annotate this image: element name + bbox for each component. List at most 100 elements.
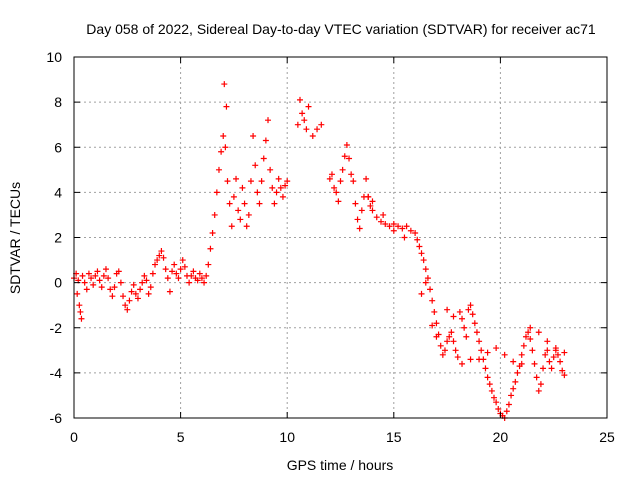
data-point [230,193,237,200]
data-point [124,306,131,313]
data-point [484,349,491,356]
data-point [107,286,114,293]
data-point [318,121,325,128]
data-point [514,369,521,376]
data-point [331,184,338,191]
y-tick-label: 2 [54,230,62,246]
data-point [535,329,542,336]
data-point [175,275,182,282]
x-tick-labels: 0 5 10 15 20 25 [70,429,615,445]
data-point [186,279,193,286]
data-point [201,279,208,286]
data-point [211,211,218,218]
data-point [452,347,459,354]
data-point [77,308,84,315]
data-point [380,211,387,218]
data-point [552,345,559,352]
data-point [277,184,284,191]
y-tick-label: 10 [46,49,62,65]
data-point [109,293,116,300]
y-tick-label: -2 [50,320,63,336]
data-point [115,268,122,275]
data-point [188,272,195,279]
data-point [147,284,154,291]
data-point [493,399,500,406]
data-point [557,358,564,365]
data-point [527,336,534,343]
data-point [343,141,350,148]
data-point [352,200,359,207]
data-point [518,351,525,358]
data-point [439,351,446,358]
data-point [433,320,440,327]
data-point [495,405,502,412]
data-point [78,315,85,322]
data-point [529,347,536,354]
data-point [237,216,244,223]
data-point [548,365,555,372]
data-point [218,148,225,155]
data-point [141,272,148,279]
data-point [198,275,205,282]
data-point [441,347,448,354]
data-point [333,189,340,196]
data-point [373,214,380,221]
data-point [152,261,159,268]
data-point [314,126,321,133]
data-point [433,333,440,340]
data-point [243,223,250,230]
data-point [510,385,517,392]
data-point [450,338,457,345]
data-point [149,270,156,277]
data-point [162,266,169,273]
data-point [335,198,342,205]
data-point [486,381,493,388]
data-point [250,132,257,139]
data-point [301,117,308,124]
data-point [213,189,220,196]
x-tick-label: 20 [493,429,509,445]
data-point [365,193,372,200]
data-point [473,329,480,336]
data-point [418,250,425,257]
data-point [120,293,127,300]
data-point [160,254,167,261]
x-tick-label: 25 [599,429,615,445]
data-point [463,333,470,340]
data-point [241,200,248,207]
x-axis-label: GPS time / hours [287,457,394,473]
data-point [444,306,451,313]
data-point [139,279,146,286]
data-point [424,275,431,282]
data-point [203,272,210,279]
x-tick-label: 0 [70,429,78,445]
data-point [275,175,282,182]
data-point [491,394,498,401]
data-point [122,302,129,309]
data-point [173,270,180,277]
data-point [382,220,389,227]
data-point [284,178,291,185]
data-point [100,272,107,279]
data-point [348,171,355,178]
data-point [130,281,137,288]
data-point [271,200,278,207]
grid-lines [74,57,607,418]
data-point [520,342,527,349]
data-point [126,297,133,304]
data-point [459,360,466,367]
data-point [137,286,144,293]
data-point [190,268,197,275]
data-point [196,270,203,277]
data-point [369,207,376,214]
data-point [390,220,397,227]
data-point [262,137,269,144]
y-tick-label: 4 [54,184,62,200]
y-tick-label: 0 [54,275,62,291]
data-point [239,184,246,191]
data-point [326,175,333,182]
data-point [111,284,118,291]
x-tick-label: 5 [177,429,185,445]
data-point [226,200,233,207]
data-point [414,236,421,243]
